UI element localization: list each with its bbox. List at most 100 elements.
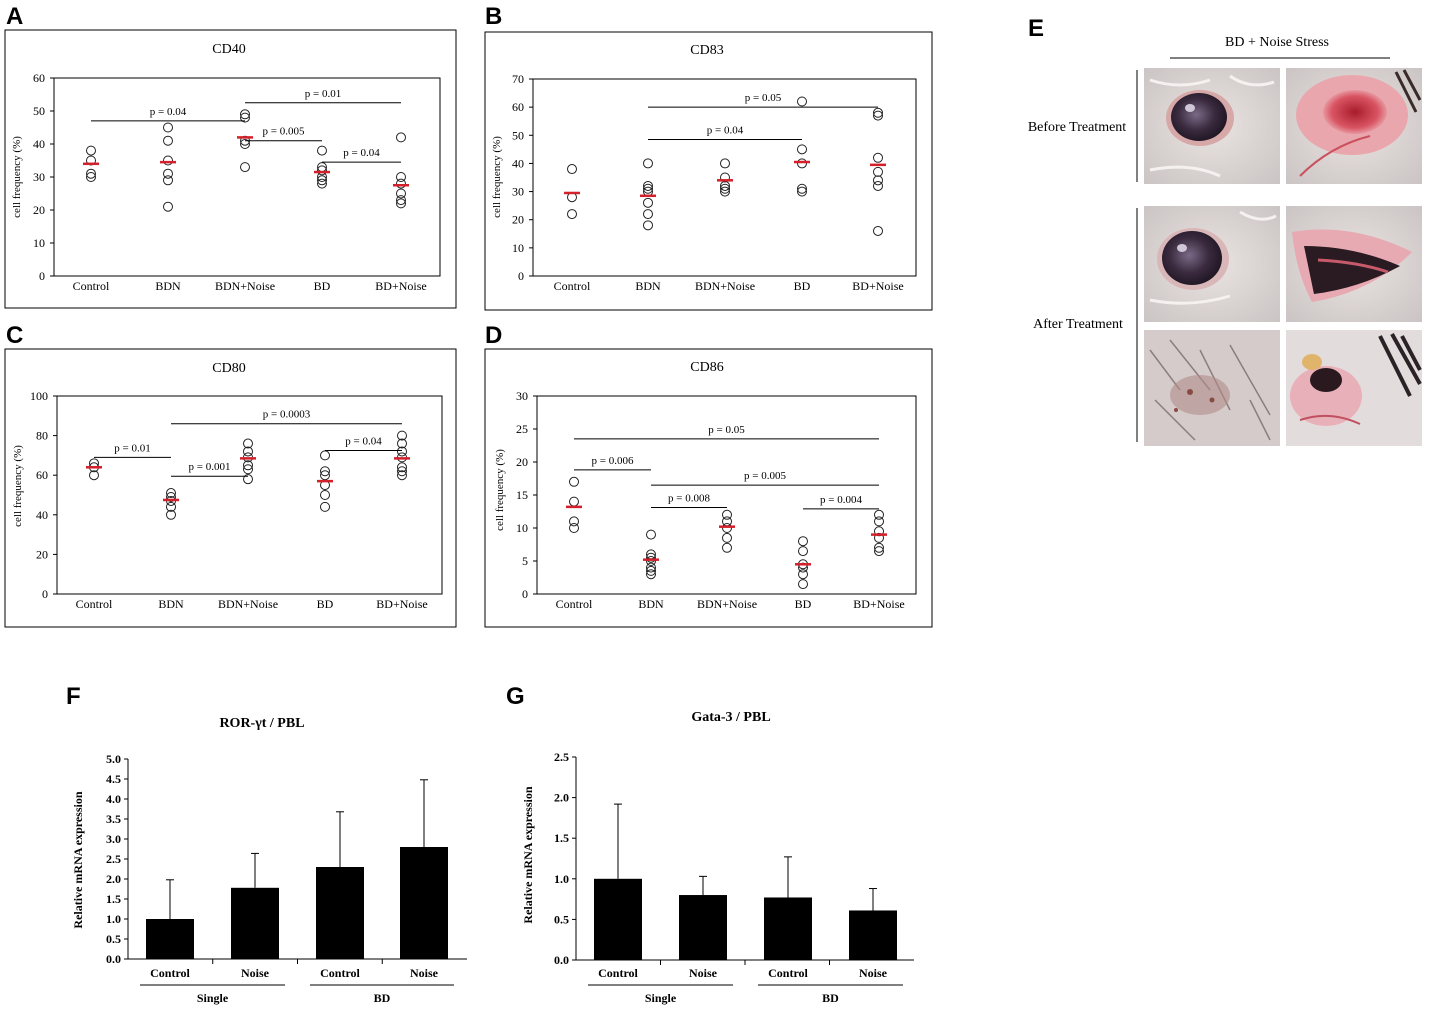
data-point: [874, 542, 884, 553]
photo-eye-before: [1144, 68, 1280, 184]
chart-title: CD80: [212, 361, 245, 376]
data-point: [166, 509, 176, 520]
data-point: [317, 178, 327, 189]
chart-title: Gata-3 / PBL: [691, 710, 770, 725]
data-point: [797, 96, 807, 107]
bar: [594, 878, 642, 960]
data-point: [643, 209, 653, 220]
panel-frame: [484, 348, 933, 628]
y-tick-label: 70: [512, 72, 524, 86]
y-tick-label: 0: [518, 269, 524, 283]
data-point: [874, 509, 884, 520]
panel-label-f: F: [66, 683, 81, 710]
data-point: [163, 175, 173, 186]
data-point: [166, 488, 176, 499]
y-tick-label: 2.5: [106, 852, 121, 866]
data-point: [646, 556, 656, 566]
y-tick-label: 40: [512, 156, 524, 170]
data-point: [646, 562, 656, 573]
x-category-label: Control: [598, 966, 638, 980]
y-tick-label: 15: [516, 488, 528, 502]
x-category-label: Noise: [689, 966, 718, 980]
panel-frame: [4, 29, 457, 309]
data-point: [797, 183, 807, 194]
panel-label-c: C: [6, 322, 23, 349]
data-point: [397, 466, 407, 477]
x-category-label: Control: [150, 966, 190, 980]
data-point: [874, 546, 884, 557]
x-category-label: BD: [795, 597, 812, 611]
x-category-label: BDN: [158, 597, 184, 611]
data-point: [89, 470, 99, 481]
y-tick-label: 10: [33, 236, 45, 250]
gata3-bar-chart: Gata-3 / PBL 0.0 0.5 1.0 1.5 2.0 2.5 Relative m…: [521, 710, 914, 1005]
y-tick-label: 4.0: [106, 792, 121, 806]
bar: [231, 887, 279, 959]
y-tick-label: 0.5: [554, 912, 569, 926]
data-point: [243, 446, 253, 457]
panel-frame: [484, 31, 933, 311]
chart-title: CD40: [212, 42, 245, 57]
data-point: [86, 168, 96, 179]
y-tick-label: 5.0: [106, 752, 121, 766]
y-tick-label: 2.0: [554, 791, 569, 805]
y-tick-label: 0.0: [554, 953, 569, 967]
x-category-label: BD+Noise: [853, 597, 904, 611]
p-value-label: p = 0.04: [345, 435, 382, 447]
y-tick-label: 0.5: [106, 932, 121, 946]
data-point: [797, 144, 807, 155]
x-category-label: BD+Noise: [852, 279, 903, 293]
y-tick-label: 2.0: [106, 872, 121, 886]
data-point: [397, 470, 407, 481]
y-tick-label: 20: [512, 213, 524, 227]
p-value-label: p = 0.01: [305, 88, 341, 100]
data-point: [643, 180, 653, 191]
y-tick-label: 50: [33, 104, 45, 118]
y-tick-label: 60: [512, 100, 524, 114]
x-category-label: Control: [556, 597, 593, 611]
data-point: [166, 491, 176, 502]
x-category-label: BDN: [635, 279, 661, 293]
data-point: [320, 466, 330, 477]
y-tick-label: 80: [36, 429, 48, 443]
data-point: [320, 490, 330, 500]
y-tick-label: 3.5: [106, 812, 121, 826]
panel-label-e: E: [1028, 15, 1044, 42]
bar: [679, 895, 727, 960]
data-point: [397, 430, 407, 441]
cd40-dot-plot: CD40 0 10 20 30 40 50 60 cell frequency (%) Contr…: [4, 29, 457, 309]
bar: [400, 847, 448, 959]
data-point: [720, 158, 730, 169]
x-category-label: Control: [76, 597, 113, 611]
y-tick-label: 20: [36, 547, 48, 561]
data-point: [798, 569, 808, 580]
data-point: [873, 166, 883, 177]
data-point: [797, 158, 807, 169]
data-point: [320, 450, 330, 461]
y-tick-label: 40: [36, 508, 48, 522]
data-point: [317, 165, 327, 176]
y-tick-label: 30: [33, 170, 45, 184]
y-tick-label: 2.5: [554, 750, 569, 764]
chart-title: CD83: [690, 43, 723, 58]
y-tick-label: 10: [512, 241, 524, 255]
y-tick-label: 4.5: [106, 772, 121, 786]
after-treatment-label: After Treatment: [1033, 317, 1123, 332]
data-point: [397, 462, 407, 473]
y-tick-label: 30: [516, 389, 528, 403]
y-axis-label: cell frequency (%): [494, 449, 506, 531]
x-category-label: BDN+Noise: [218, 597, 278, 611]
data-point: [243, 464, 253, 475]
data-point: [569, 496, 579, 507]
data-point: [798, 546, 808, 557]
data-point: [646, 529, 656, 540]
bar: [146, 919, 194, 959]
y-tick-label: 1.0: [554, 872, 569, 886]
y-tick-label: 0: [39, 269, 45, 283]
y-tick-label: 0: [522, 587, 528, 601]
p-value-label: p = 0.005: [744, 470, 786, 482]
chart-title: ROR-γt / PBL: [219, 716, 304, 731]
data-point: [240, 112, 250, 123]
data-point: [569, 523, 579, 533]
